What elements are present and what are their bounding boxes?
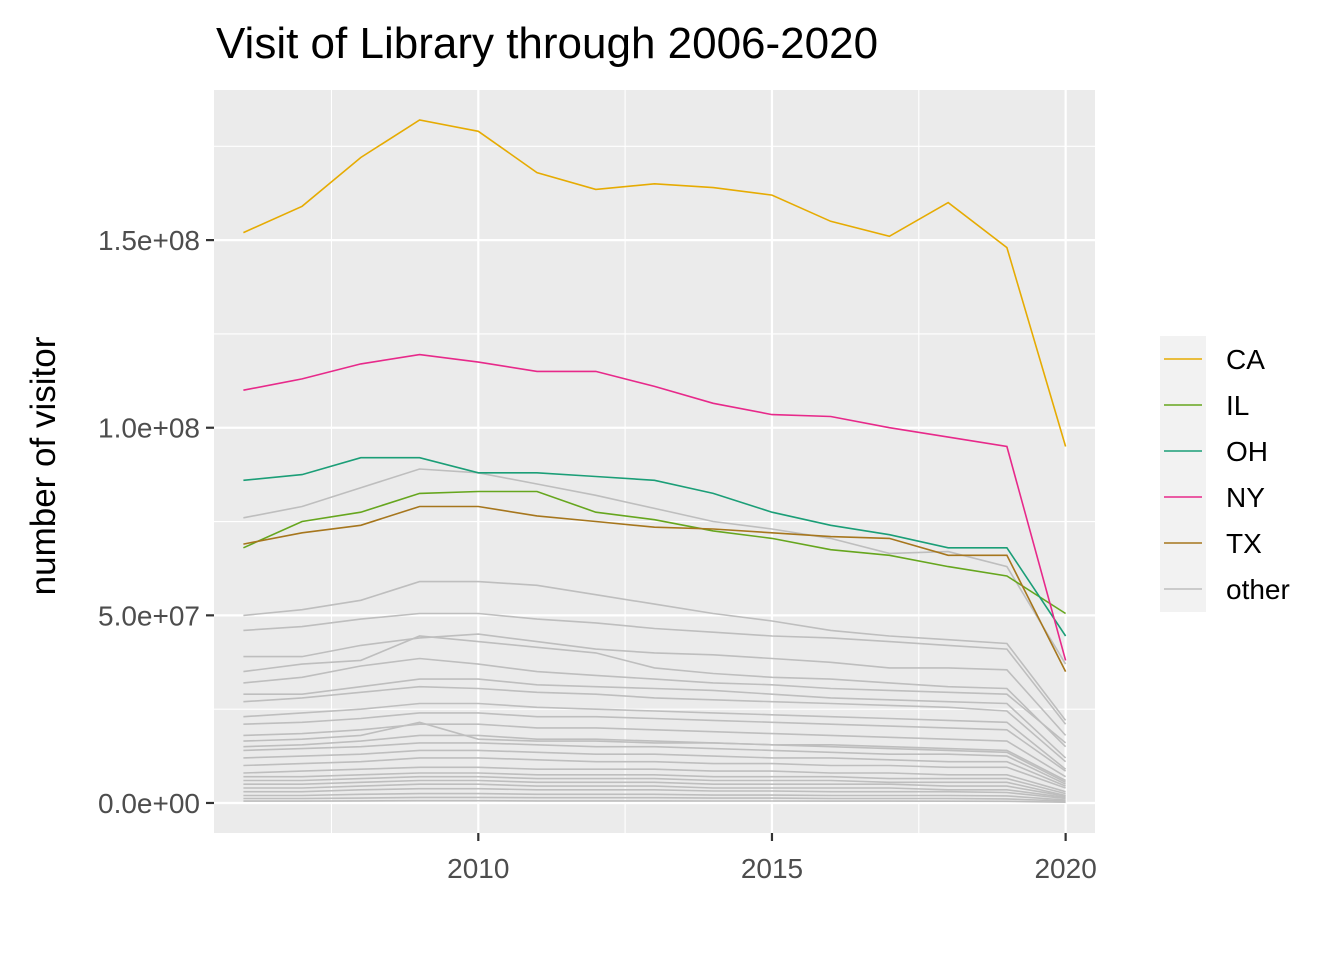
- chart-title: Visit of Library through 2006-2020: [216, 19, 878, 68]
- series-line-other: [243, 702, 1067, 770]
- x-axis: 2010 2015 2020: [447, 833, 1097, 884]
- legend-label-tx: TX: [1226, 528, 1262, 559]
- series-line-other: [243, 468, 1067, 665]
- legend-label-il: IL: [1226, 390, 1249, 421]
- y-tick-label: 5.0e+07: [98, 600, 200, 631]
- series-line-other: [243, 635, 1067, 748]
- legend-label-ca: CA: [1226, 344, 1265, 375]
- series-line-oh: [243, 456, 1067, 637]
- series-line-other: [243, 633, 1067, 736]
- series-line-other: [243, 734, 1066, 784]
- y-axis-title: number of visitor: [24, 336, 63, 595]
- y-tick-label: 1.5e+08: [98, 225, 200, 256]
- legend-label-ny: NY: [1226, 482, 1265, 513]
- series-line-other: [243, 723, 1067, 778]
- series-line-other: [243, 612, 1067, 725]
- series-line-other: [243, 678, 1067, 759]
- series-line-other: [243, 796, 1066, 802]
- series-line-other: [243, 685, 1067, 763]
- series-line-other: [243, 742, 1066, 785]
- series-line-ny: [243, 353, 1067, 661]
- series-line-other: [243, 783, 1066, 799]
- series-line-other: [243, 799, 1066, 803]
- y-tick-label: 1.0e+08: [98, 413, 200, 444]
- other-series-lines: [243, 468, 1067, 803]
- series-line-other: [243, 721, 1066, 782]
- y-axis: 0.0e+00 5.0e+07 1.0e+08 1.5e+08: [98, 225, 214, 819]
- series-line-other: [243, 792, 1066, 801]
- series-line-other: [243, 580, 1067, 721]
- series-line-ca: [243, 119, 1067, 447]
- series-line-other: [243, 787, 1066, 800]
- legend: CA IL OH NY TX other: [1160, 336, 1290, 612]
- series-line-other: [243, 749, 1066, 787]
- series-line-il: [243, 490, 1067, 615]
- series-line-other: [243, 766, 1066, 793]
- legend-label-oh: OH: [1226, 436, 1268, 467]
- series-line-other: [243, 775, 1066, 797]
- series-line-other: [243, 779, 1066, 797]
- x-tick-label: 2020: [1034, 853, 1096, 884]
- y-tick-label: 0.0e+00: [98, 788, 200, 819]
- x-tick-label: 2015: [741, 853, 803, 884]
- series-line-tx: [243, 505, 1067, 672]
- series-line-other: [243, 757, 1066, 789]
- series-line-other: [243, 772, 1066, 795]
- highlight-series-lines: [243, 119, 1067, 672]
- gridlines: [214, 90, 1095, 833]
- series-line-other: [243, 712, 1067, 772]
- x-tick-label: 2010: [447, 853, 509, 884]
- legend-label-other: other: [1226, 574, 1290, 605]
- series-line-other: [243, 657, 1067, 744]
